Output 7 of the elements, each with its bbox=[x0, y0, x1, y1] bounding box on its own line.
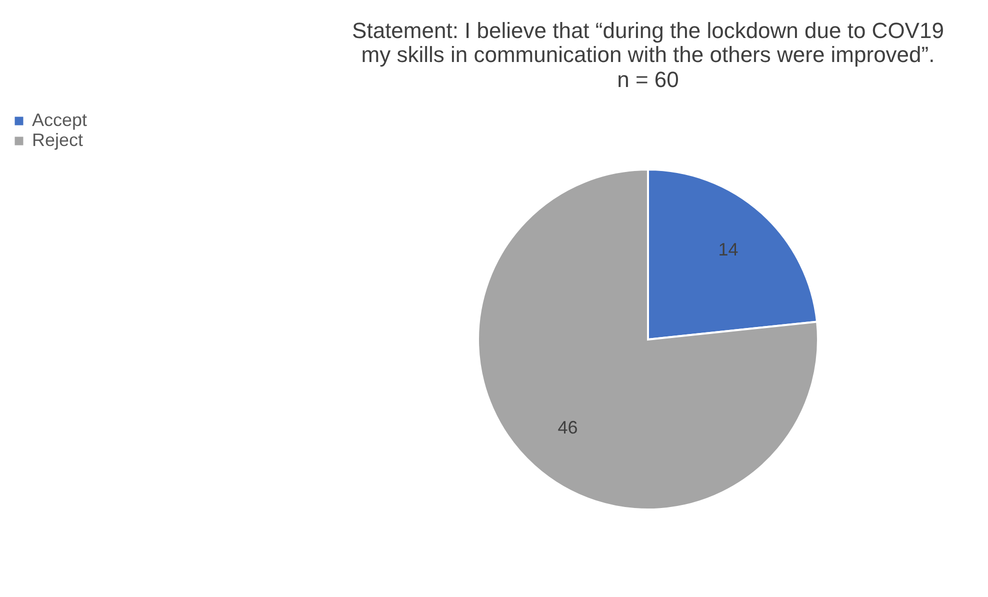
pie-slice bbox=[477, 168, 819, 510]
legend-label: Accept bbox=[32, 110, 88, 130]
data-label: 46 bbox=[558, 418, 578, 438]
data-label: 14 bbox=[718, 239, 738, 260]
legend-label: Reject bbox=[32, 130, 84, 150]
chart-subtitle: n = 60 bbox=[617, 67, 679, 92]
chart-title: Statement: I believe that “during the lockdown due to COV19 my skills in communication with the others were improved”. bbox=[352, 18, 944, 67]
